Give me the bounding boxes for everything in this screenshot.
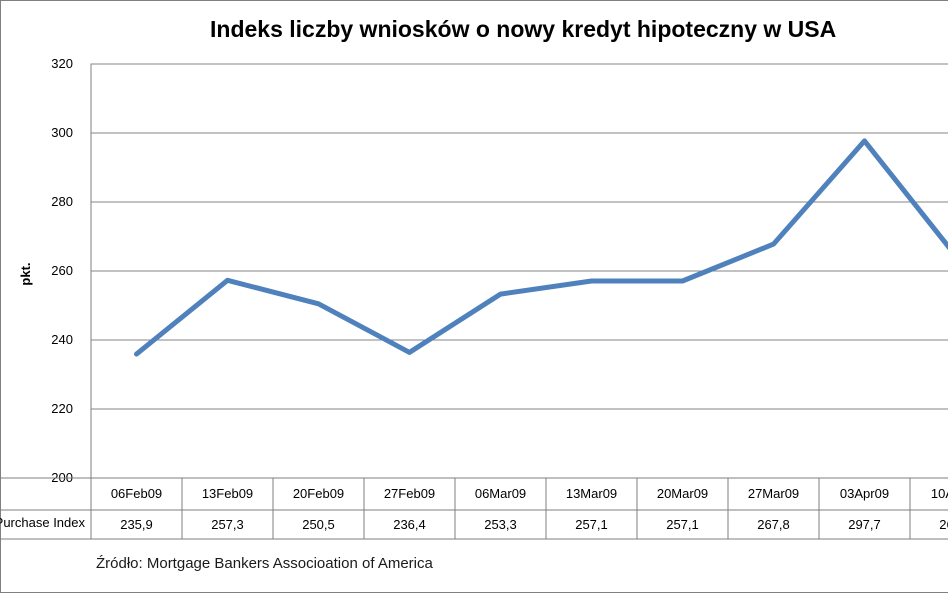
- data-label: 250,5: [302, 517, 335, 532]
- x-tick-label: 13Mar09: [566, 486, 617, 501]
- data-label: 236,4: [393, 517, 426, 532]
- data-label: 257,1: [575, 517, 608, 532]
- y-tick-label: 320: [51, 56, 73, 71]
- x-tick-label: 06Feb09: [111, 486, 162, 501]
- y-tick-label: 300: [51, 125, 73, 140]
- x-tick-label: 20Feb09: [293, 486, 344, 501]
- data-label: 267,8: [757, 517, 790, 532]
- data-label: 264,5: [939, 517, 948, 532]
- chart-title: Indeks liczby wniosków o nowy kredyt hip…: [210, 16, 837, 42]
- x-tick-label: 20Mar09: [657, 486, 708, 501]
- data-label: 257,3: [211, 517, 244, 532]
- x-tick-label: 06Mar09: [475, 486, 526, 501]
- source-note: Źródło: Mortgage Bankers Associoation of…: [96, 555, 433, 572]
- x-tick-label: 10Apr09: [931, 486, 948, 501]
- y-tick-label: 260: [51, 263, 73, 278]
- data-table: Purchase Index 06Feb09 235,9 13Feb09 257,3 20…: [0, 477, 948, 540]
- table-row-label: Purchase Index: [0, 515, 85, 530]
- x-tick-label: 27Feb09: [384, 486, 435, 501]
- y-tick-label: 240: [51, 332, 73, 347]
- data-label: 253,3: [484, 517, 517, 532]
- series-layer: [134, 138, 948, 357]
- data-label: 297,7: [848, 517, 881, 532]
- data-label: 235,9: [120, 517, 153, 532]
- x-tick-label: 13Feb09: [202, 486, 253, 501]
- y-tick-label: 280: [51, 194, 73, 209]
- grid-lines: [90, 63, 948, 479]
- y-tick-label: 220: [51, 401, 73, 416]
- x-tick-label: 27Mar09: [748, 486, 799, 501]
- series-line: [134, 138, 948, 357]
- data-label: 257,1: [666, 517, 699, 532]
- x-tick-label: 03Apr09: [840, 486, 889, 501]
